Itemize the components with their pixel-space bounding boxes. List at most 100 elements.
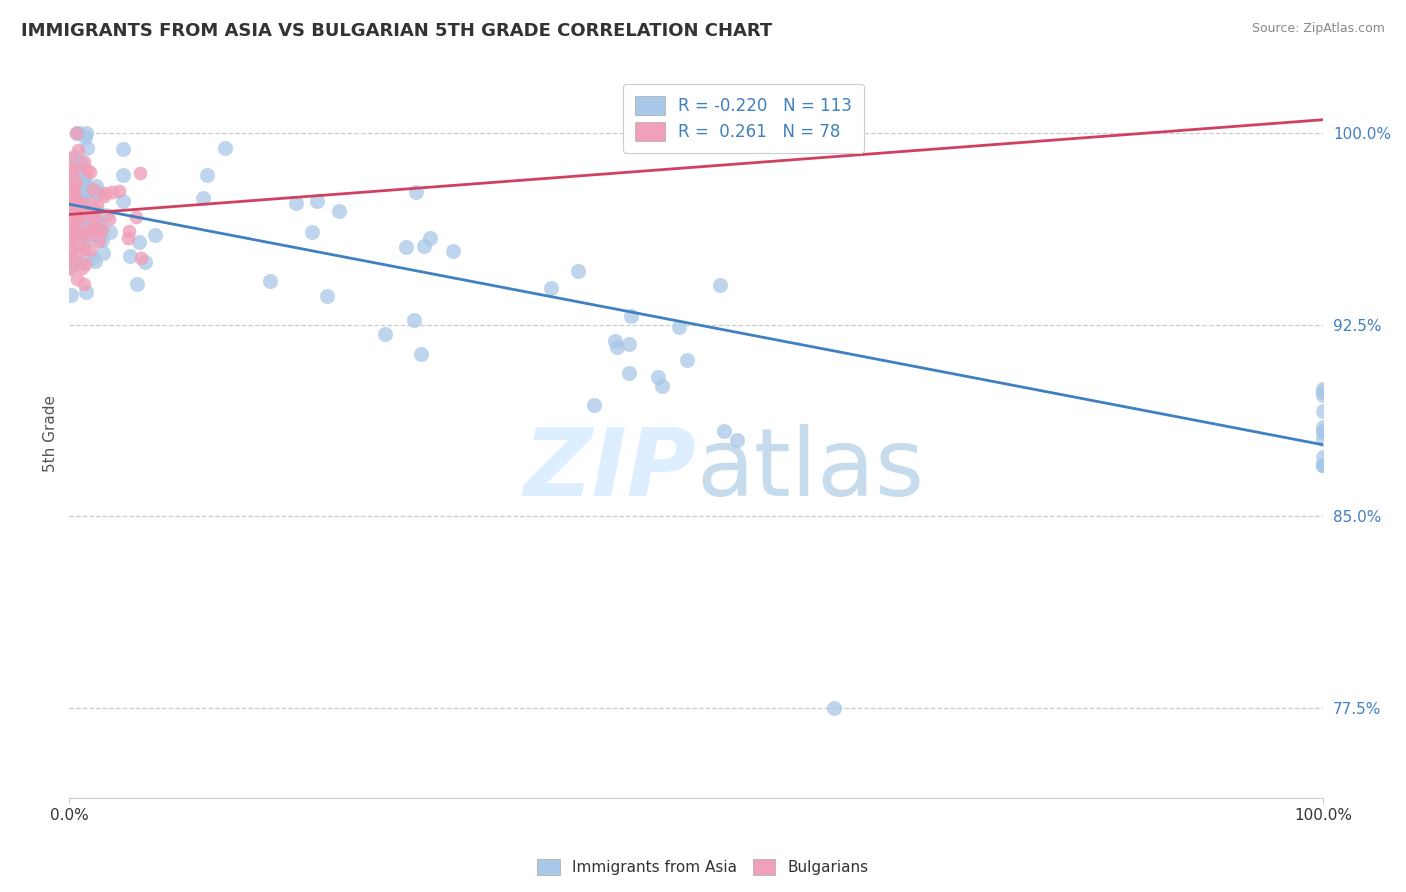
Point bbox=[70, 195, 93, 210]
Point bbox=[76, 227, 98, 241]
Point bbox=[651, 378, 673, 392]
Point bbox=[59, 212, 82, 227]
Point bbox=[374, 326, 396, 341]
Point bbox=[59, 179, 82, 194]
Point bbox=[617, 366, 640, 380]
Point bbox=[80, 220, 103, 235]
Point bbox=[67, 245, 90, 260]
Point bbox=[94, 208, 117, 222]
Point bbox=[69, 198, 91, 212]
Point bbox=[1312, 458, 1334, 473]
Point bbox=[93, 246, 115, 260]
Point bbox=[118, 249, 141, 263]
Point bbox=[567, 264, 589, 278]
Point bbox=[76, 141, 98, 155]
Point bbox=[79, 203, 101, 218]
Point bbox=[134, 255, 156, 269]
Point bbox=[90, 224, 112, 238]
Point bbox=[59, 200, 82, 214]
Point bbox=[80, 196, 103, 211]
Point bbox=[63, 176, 86, 190]
Point bbox=[80, 208, 103, 222]
Point bbox=[285, 196, 308, 211]
Point bbox=[676, 353, 699, 368]
Point bbox=[63, 178, 86, 193]
Point bbox=[59, 167, 82, 181]
Point bbox=[75, 257, 97, 271]
Point bbox=[59, 208, 82, 222]
Point bbox=[82, 182, 104, 196]
Point bbox=[443, 244, 465, 258]
Point bbox=[118, 224, 141, 238]
Point bbox=[125, 277, 148, 291]
Point bbox=[65, 237, 87, 252]
Point bbox=[59, 180, 82, 194]
Point bbox=[60, 178, 83, 193]
Point bbox=[405, 185, 427, 199]
Point bbox=[59, 182, 82, 196]
Point bbox=[79, 164, 101, 178]
Point bbox=[1312, 450, 1334, 464]
Point bbox=[59, 168, 82, 182]
Point bbox=[73, 242, 96, 256]
Point bbox=[59, 261, 82, 276]
Point bbox=[69, 222, 91, 236]
Point bbox=[214, 141, 236, 155]
Point bbox=[315, 289, 337, 303]
Point bbox=[83, 202, 105, 217]
Point bbox=[69, 256, 91, 270]
Point bbox=[1312, 425, 1334, 440]
Point bbox=[63, 149, 86, 163]
Point bbox=[62, 208, 84, 222]
Point bbox=[395, 240, 418, 254]
Point bbox=[62, 187, 84, 202]
Point bbox=[1312, 388, 1334, 402]
Point bbox=[66, 209, 89, 223]
Point bbox=[65, 196, 87, 211]
Point bbox=[60, 198, 83, 212]
Point bbox=[1312, 382, 1334, 396]
Point bbox=[59, 259, 82, 273]
Point bbox=[195, 168, 218, 182]
Point bbox=[582, 398, 605, 412]
Point bbox=[73, 154, 96, 169]
Point bbox=[94, 186, 117, 201]
Point bbox=[67, 237, 90, 252]
Point bbox=[606, 340, 628, 354]
Point bbox=[76, 229, 98, 244]
Legend: R = -0.220   N = 113, R =  0.261   N = 78: R = -0.220 N = 113, R = 0.261 N = 78 bbox=[623, 84, 863, 153]
Point bbox=[60, 164, 83, 178]
Point bbox=[70, 190, 93, 204]
Point bbox=[145, 227, 167, 242]
Point bbox=[112, 142, 135, 156]
Text: atlas: atlas bbox=[696, 424, 925, 516]
Point bbox=[1312, 420, 1334, 434]
Point bbox=[328, 203, 350, 218]
Point bbox=[69, 163, 91, 178]
Point bbox=[301, 225, 323, 239]
Legend: Immigrants from Asia, Bulgarians: Immigrants from Asia, Bulgarians bbox=[537, 860, 869, 875]
Point bbox=[59, 241, 82, 255]
Point bbox=[80, 251, 103, 265]
Point bbox=[87, 235, 110, 249]
Point bbox=[59, 234, 82, 248]
Point bbox=[75, 126, 97, 140]
Point bbox=[60, 220, 83, 235]
Point bbox=[59, 220, 82, 235]
Point bbox=[82, 205, 104, 219]
Point bbox=[823, 701, 845, 715]
Point bbox=[65, 175, 87, 189]
Point bbox=[66, 193, 89, 207]
Point bbox=[73, 277, 96, 291]
Point bbox=[59, 192, 82, 206]
Point bbox=[259, 274, 281, 288]
Point bbox=[73, 169, 96, 183]
Point bbox=[69, 230, 91, 244]
Point bbox=[77, 219, 100, 233]
Point bbox=[112, 168, 135, 182]
Y-axis label: 5th Grade: 5th Grade bbox=[44, 395, 58, 472]
Point bbox=[62, 162, 84, 177]
Point bbox=[82, 223, 104, 237]
Point bbox=[87, 230, 110, 244]
Point bbox=[603, 334, 626, 348]
